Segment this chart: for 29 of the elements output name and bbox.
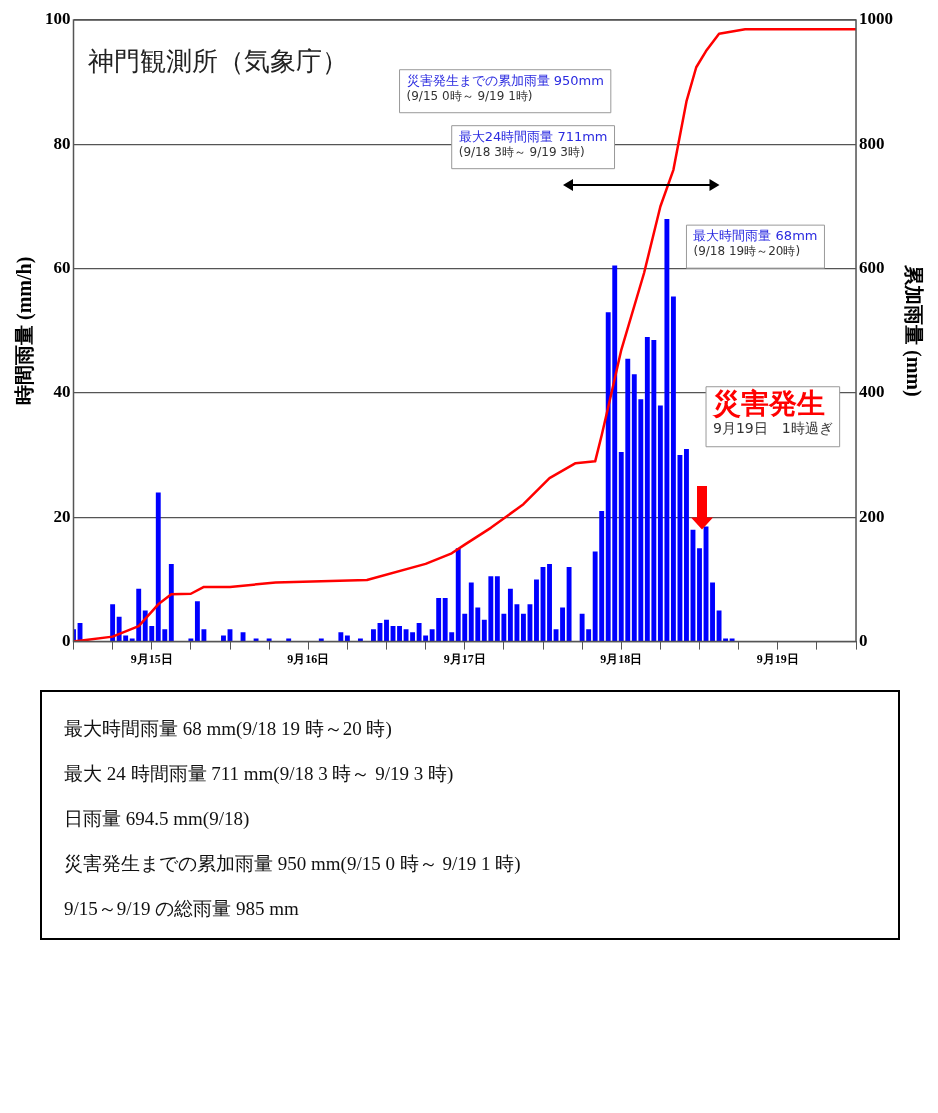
text: 災害発生までの累加雨量 950 mm(9/15 0 時～ 9/19 1 時) — [64, 852, 522, 876]
text: 最大 24 時間雨量 711 mm(9/18 3 時～ 9/19 3 時) — [64, 762, 455, 786]
x-tick-label: 9月17日 — [443, 651, 486, 666]
y-tick-label: 60 — [53, 258, 71, 278]
annotation: 災害発生 9月19日 1時過ぎ — [712, 387, 833, 437]
y2-tick-label: 600 — [859, 258, 885, 278]
text: 神門観測所（気象庁） — [87, 45, 348, 76]
x-tick-label: 9月19日 — [756, 651, 799, 666]
y2-tick-label: 800 — [859, 133, 885, 153]
y-axis-title: 時間雨量 (mm/h) — [13, 256, 37, 405]
text: 9/15～9/19 の総雨量 985 mm — [64, 897, 300, 921]
y-tick-label: 20 — [53, 506, 71, 526]
y-tick-label: 0 — [62, 630, 71, 650]
x-tick-label: 9月18日 — [600, 651, 643, 666]
text: 最大時間雨量 68 mm(9/18 19 時～20 時) — [64, 717, 393, 741]
text: 日雨量 694.5 mm(9/18) — [64, 807, 251, 831]
annotation: 最大24時間雨量 711mm (9/18 3時～ 9/19 3時) — [458, 128, 608, 159]
y-tick-label: 80 — [53, 133, 71, 153]
annotation: 災害発生までの累加雨量 950mm (9/15 0時～ 9/19 1時) — [406, 72, 604, 103]
annotation: 最大時間雨量 68mm (9/18 19時～20時) — [693, 228, 818, 259]
y2-tick-label: 200 — [859, 506, 885, 526]
y2-tick-label: 0 — [859, 630, 868, 650]
y-tick-label: 100 — [45, 9, 71, 29]
y2-axis-title: 累加雨量 (mm) — [901, 263, 925, 397]
y2-tick-label: 1000 — [859, 9, 893, 29]
x-tick-label: 9月16日 — [287, 651, 330, 666]
y-tick-label: 40 — [53, 382, 71, 402]
y2-tick-label: 400 — [859, 382, 885, 402]
x-tick-label: 9月15日 — [130, 651, 173, 666]
